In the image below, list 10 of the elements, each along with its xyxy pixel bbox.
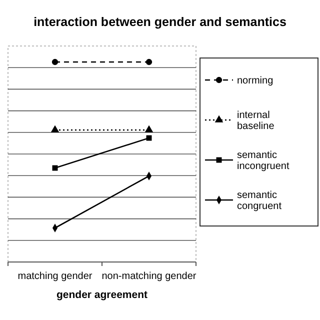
point	[52, 58, 58, 66]
chart-title: interaction between gender and semantics	[34, 15, 286, 29]
x-axis-title: gender agreement	[56, 289, 148, 301]
legend-label: norming	[237, 76, 274, 86]
x-tick-label: non-matching gender	[102, 271, 197, 282]
legend-label: semantic congruent	[237, 190, 282, 212]
x-tick-label: matching gender	[18, 271, 93, 282]
point	[146, 58, 152, 66]
legend-label: internal baseline	[237, 110, 275, 132]
legend-label: semantic incongruent	[237, 150, 290, 172]
